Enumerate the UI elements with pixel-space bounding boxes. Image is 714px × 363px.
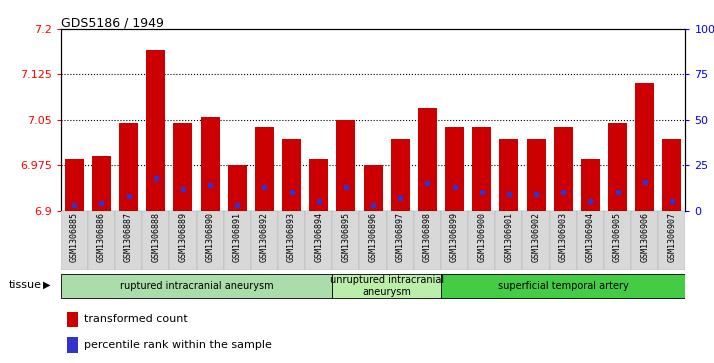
Bar <box>223 211 251 270</box>
Text: GSM1306889: GSM1306889 <box>178 212 187 262</box>
Bar <box>608 123 627 211</box>
Bar <box>119 123 138 211</box>
Text: GSM1306895: GSM1306895 <box>341 212 351 262</box>
Bar <box>391 139 410 211</box>
Text: transformed count: transformed count <box>84 314 188 325</box>
Bar <box>635 83 654 211</box>
Bar <box>282 139 301 211</box>
Bar <box>363 165 383 211</box>
Bar <box>169 211 196 270</box>
Bar <box>526 139 545 211</box>
Text: GSM1306896: GSM1306896 <box>368 212 378 262</box>
Bar <box>196 211 223 270</box>
Text: GSM1306902: GSM1306902 <box>531 212 540 262</box>
Bar <box>309 159 328 211</box>
Bar <box>663 139 681 211</box>
Text: GSM1306885: GSM1306885 <box>70 212 79 262</box>
Text: GSM1306887: GSM1306887 <box>124 212 133 262</box>
Bar <box>174 123 193 211</box>
Bar <box>445 127 464 211</box>
Bar <box>658 211 685 270</box>
Text: GSM1306893: GSM1306893 <box>287 212 296 262</box>
Bar <box>414 211 441 270</box>
Text: GSM1306886: GSM1306886 <box>97 212 106 262</box>
Bar <box>581 159 600 211</box>
Bar <box>332 274 441 298</box>
Bar <box>251 211 278 270</box>
Text: GSM1306900: GSM1306900 <box>477 212 486 262</box>
Bar <box>65 159 84 211</box>
Text: superficial temporal artery: superficial temporal artery <box>498 281 628 291</box>
Bar <box>499 139 518 211</box>
Text: GSM1306898: GSM1306898 <box>423 212 432 262</box>
Text: ▶: ▶ <box>43 280 51 290</box>
Text: GSM1306890: GSM1306890 <box>206 212 215 262</box>
Bar <box>631 211 658 270</box>
Text: GSM1306888: GSM1306888 <box>151 212 160 262</box>
Text: unruptured intracranial
aneurysm: unruptured intracranial aneurysm <box>330 275 443 297</box>
Bar <box>332 211 359 270</box>
Bar <box>523 211 550 270</box>
Bar <box>228 165 247 211</box>
Bar <box>255 127 274 211</box>
Bar <box>387 211 414 270</box>
Text: GSM1306891: GSM1306891 <box>233 212 242 262</box>
Bar <box>305 211 332 270</box>
Bar <box>142 211 169 270</box>
Bar <box>336 120 356 211</box>
Bar <box>550 211 577 270</box>
Text: GSM1306904: GSM1306904 <box>586 212 595 262</box>
Text: GSM1306906: GSM1306906 <box>640 212 649 262</box>
Text: GSM1306905: GSM1306905 <box>613 212 622 262</box>
Text: GSM1306907: GSM1306907 <box>668 212 676 262</box>
Text: GSM1306894: GSM1306894 <box>314 212 323 262</box>
Bar <box>553 127 573 211</box>
Bar <box>604 211 631 270</box>
Text: percentile rank within the sample: percentile rank within the sample <box>84 340 272 350</box>
Bar <box>472 127 491 211</box>
Text: GSM1306903: GSM1306903 <box>559 212 568 262</box>
Bar <box>278 211 305 270</box>
Bar <box>146 50 165 211</box>
Text: GSM1306901: GSM1306901 <box>504 212 513 262</box>
Bar <box>115 211 142 270</box>
Text: GSM1306897: GSM1306897 <box>396 212 405 262</box>
Bar <box>67 312 78 327</box>
Text: GSM1306899: GSM1306899 <box>450 212 459 262</box>
Bar <box>359 211 387 270</box>
Bar <box>92 156 111 211</box>
Bar <box>441 211 468 270</box>
Bar <box>468 211 496 270</box>
Bar <box>496 211 523 270</box>
Text: GDS5186 / 1949: GDS5186 / 1949 <box>61 16 164 29</box>
Bar <box>61 274 332 298</box>
Bar <box>88 211 115 270</box>
Bar <box>577 211 604 270</box>
Bar <box>201 117 220 211</box>
Text: GSM1306892: GSM1306892 <box>260 212 269 262</box>
Bar <box>67 338 78 352</box>
Bar <box>61 211 88 270</box>
Bar <box>441 274 685 298</box>
Bar <box>418 108 437 211</box>
Text: ruptured intracranial aneurysm: ruptured intracranial aneurysm <box>120 281 273 291</box>
Text: tissue: tissue <box>9 280 41 290</box>
